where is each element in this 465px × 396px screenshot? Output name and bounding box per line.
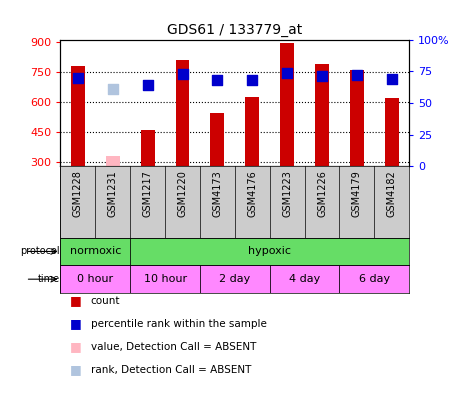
Text: hypoxic: hypoxic	[248, 246, 291, 257]
Text: GSM4173: GSM4173	[213, 170, 222, 217]
Bar	[280, 43, 294, 166]
Bar	[210, 113, 225, 166]
Text: ■: ■	[70, 318, 81, 330]
Text: GSM4176: GSM4176	[247, 170, 257, 217]
Bar	[140, 130, 154, 166]
Point	[144, 82, 152, 88]
Bar	[246, 97, 259, 166]
Bar	[130, 265, 200, 293]
Text: percentile rank within the sample: percentile rank within the sample	[91, 319, 266, 329]
Point	[388, 76, 395, 82]
Text: 6 day: 6 day	[359, 274, 390, 284]
Point	[353, 72, 361, 78]
Text: rank, Detection Call = ABSENT: rank, Detection Call = ABSENT	[91, 365, 251, 375]
Point	[283, 69, 291, 76]
Bar	[60, 265, 130, 293]
Text: GSM1228: GSM1228	[73, 170, 83, 217]
Point	[318, 73, 325, 80]
Text: 10 hour: 10 hour	[144, 274, 186, 284]
Text: 0 hour: 0 hour	[77, 274, 113, 284]
Bar	[270, 265, 339, 293]
Bar	[200, 265, 270, 293]
Point	[214, 77, 221, 83]
Text: GSM1217: GSM1217	[143, 170, 153, 217]
Text: GSM1226: GSM1226	[317, 170, 327, 217]
Point	[74, 74, 82, 81]
Bar	[175, 60, 189, 166]
Bar	[339, 265, 409, 293]
Text: time: time	[38, 274, 60, 284]
Text: ■: ■	[70, 341, 81, 353]
Point	[179, 70, 186, 77]
Point	[248, 77, 256, 83]
Bar	[71, 66, 85, 166]
Text: GSM4182: GSM4182	[387, 170, 397, 217]
Text: GSM1220: GSM1220	[178, 170, 187, 217]
Text: GSM1223: GSM1223	[282, 170, 292, 217]
Point	[109, 86, 116, 92]
Bar	[350, 70, 364, 166]
Bar	[315, 64, 329, 166]
Bar	[385, 98, 399, 166]
Text: ■: ■	[70, 364, 81, 376]
Text: 2 day: 2 day	[219, 274, 251, 284]
Bar	[130, 238, 409, 265]
Text: 4 day: 4 day	[289, 274, 320, 284]
Text: normoxic: normoxic	[70, 246, 121, 257]
Text: count: count	[91, 296, 120, 306]
Text: value, Detection Call = ABSENT: value, Detection Call = ABSENT	[91, 342, 256, 352]
Title: GDS61 / 133779_at: GDS61 / 133779_at	[167, 23, 302, 37]
Text: GSM1231: GSM1231	[108, 170, 118, 217]
Bar	[106, 156, 120, 166]
Bar	[60, 238, 130, 265]
Text: protocol: protocol	[20, 246, 60, 257]
Text: ■: ■	[70, 295, 81, 307]
Text: GSM4179: GSM4179	[352, 170, 362, 217]
